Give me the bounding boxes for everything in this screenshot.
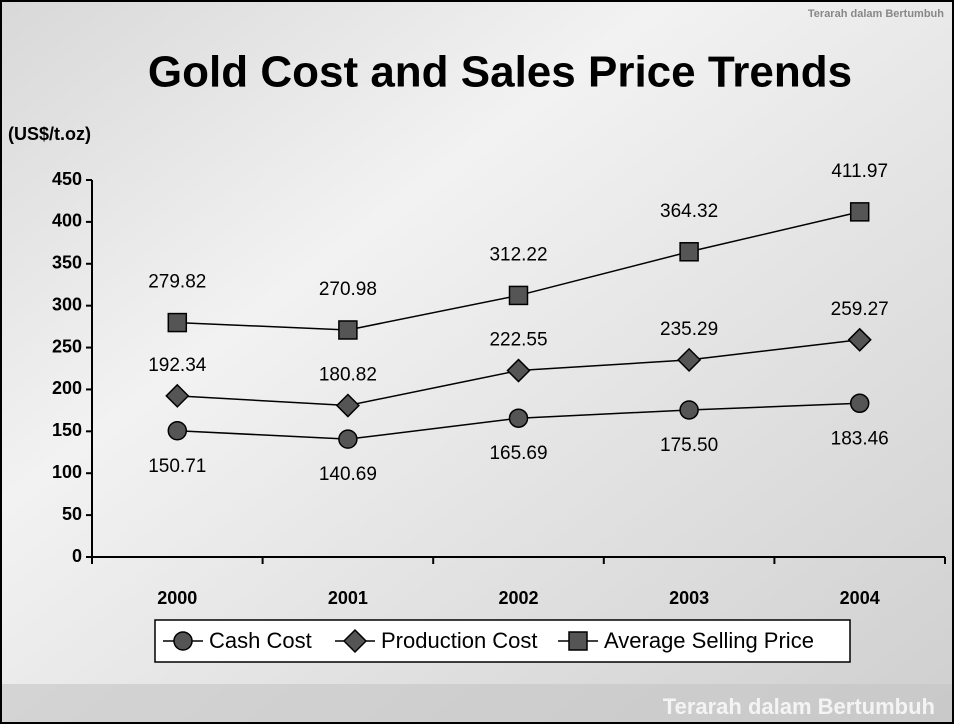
y-tick-label: 150 — [52, 420, 82, 440]
marker-square — [167, 312, 188, 333]
data-label: 222.55 — [489, 330, 547, 351]
data-label: 192.34 — [148, 355, 207, 376]
x-tick-label: 2000 — [157, 588, 197, 608]
data-label: 140.69 — [319, 464, 377, 485]
y-tick-label: 300 — [52, 294, 82, 314]
data-label: 150.71 — [148, 456, 206, 477]
footer-band — [0, 684, 954, 724]
marker-circle — [679, 400, 699, 420]
data-label: 183.46 — [831, 428, 889, 449]
marker-circle — [508, 408, 529, 428]
y-tick-label: 450 — [52, 169, 82, 189]
data-label: 235.29 — [660, 319, 718, 340]
y-tick-label: 400 — [52, 211, 82, 231]
footer-tagline: Terarah dalam Bertumbuh — [663, 694, 935, 719]
data-label: 175.50 — [660, 435, 718, 456]
y-tick-label: 350 — [52, 253, 82, 273]
x-tick-label: 2003 — [669, 588, 709, 608]
marker-diamond — [342, 628, 368, 654]
y-tick-label: 100 — [52, 462, 82, 482]
marker-square — [568, 631, 588, 651]
marker-circle — [338, 429, 358, 449]
data-label: 411.97 — [831, 161, 888, 182]
data-label: 165.69 — [489, 443, 547, 464]
legend-label: Cash Cost — [209, 628, 312, 653]
marker-diamond — [506, 358, 531, 383]
x-tick-label: 2004 — [840, 588, 880, 608]
marker-circle — [849, 393, 870, 414]
y-tick-label: 0 — [72, 546, 82, 566]
marker-circle — [167, 420, 188, 441]
legend-label: Production Cost — [381, 628, 538, 653]
marker-diamond — [847, 327, 872, 352]
marker-diamond — [335, 393, 360, 418]
data-label: 180.82 — [319, 365, 377, 386]
marker-diamond — [165, 383, 190, 408]
marker-square — [338, 320, 358, 340]
y-tick-label: 50 — [62, 504, 82, 524]
data-label: 312.22 — [489, 244, 547, 265]
marker-diamond — [677, 347, 702, 372]
y-axis-label: (US$/t.oz) — [8, 124, 91, 144]
x-tick-label: 2002 — [498, 588, 538, 608]
marker-circle — [173, 631, 193, 651]
data-label: 270.98 — [319, 279, 377, 300]
data-label: 364.32 — [660, 201, 718, 222]
legend-box — [154, 619, 851, 663]
data-label: 279.82 — [148, 272, 206, 293]
legend-label: Average Selling Price — [604, 628, 814, 653]
y-tick-label: 250 — [52, 336, 82, 356]
marker-square — [849, 202, 870, 222]
marker-square — [679, 242, 699, 262]
y-tick-label: 200 — [52, 378, 82, 398]
x-tick-label: 2001 — [328, 588, 368, 608]
header-tagline: Terarah dalam Bertumbuh — [808, 8, 944, 20]
data-label: 259.27 — [831, 299, 889, 320]
chart-title: Gold Cost and Sales Price Trends — [148, 48, 852, 97]
marker-square — [508, 285, 529, 306]
